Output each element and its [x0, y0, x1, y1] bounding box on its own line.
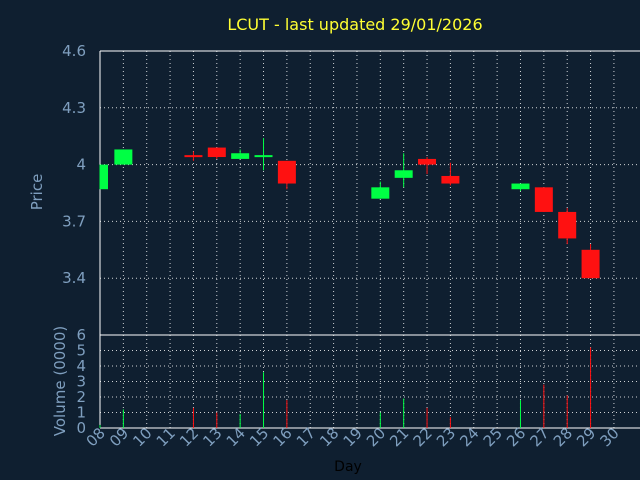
candle [254, 138, 273, 171]
volume-tick-label: 2 [76, 388, 86, 406]
candle-body [371, 187, 390, 199]
price-axis-label: Price [28, 174, 46, 211]
price-tick-label: 4 [76, 156, 86, 174]
candle-body [277, 160, 296, 184]
chart-title: LCUT - last updated 29/01/2026 [227, 15, 482, 34]
candle-body [418, 158, 437, 165]
candle-body [184, 155, 203, 158]
volume-tick-label: 6 [76, 326, 86, 344]
price-tick-label: 4.3 [62, 99, 86, 117]
candle [114, 149, 133, 165]
candle [394, 153, 413, 188]
candle [207, 147, 226, 159]
volume-tick-label: 4 [76, 357, 86, 375]
volume-tick-label: 3 [76, 373, 86, 391]
candle-body [254, 155, 273, 158]
candle [511, 183, 530, 192]
candle-body [100, 164, 108, 190]
price-grid [99, 50, 640, 428]
candle-body [394, 170, 413, 178]
candle-body [441, 175, 460, 184]
price-tick-label: 3.4 [62, 269, 86, 287]
x-ticks: 0809101112131415161718192021222324252627… [83, 424, 623, 450]
candle [534, 187, 553, 212]
candle-body [114, 149, 133, 165]
candle-body [231, 153, 250, 159]
candle [184, 151, 203, 161]
candle [558, 208, 577, 245]
candle [581, 244, 600, 279]
candle-body [534, 187, 553, 212]
candles [99, 138, 600, 279]
volume-axis-label: Volume (0000) [51, 326, 69, 436]
price-tick-label: 4.6 [62, 42, 86, 60]
candle [277, 160, 296, 190]
candle [418, 157, 437, 175]
price-tick-label: 3.7 [62, 212, 86, 230]
volume-tick-label: 5 [76, 342, 86, 360]
candle-body [511, 183, 530, 190]
candle-body [207, 147, 226, 158]
price-y-ticks: 4.6 4.3 4 3.7 3.4 [62, 42, 86, 287]
volume-tick-label: 0 [76, 419, 86, 437]
volume-grid [100, 335, 640, 429]
candle-body [581, 249, 600, 279]
candle [441, 162, 460, 186]
candle [99, 164, 108, 190]
volume-tick-label: 1 [76, 404, 86, 422]
candle [231, 149, 250, 159]
candle [371, 181, 390, 199]
candle-body [558, 211, 577, 239]
volume-bars [99, 347, 592, 428]
x-axis-label: Day [334, 459, 362, 475]
